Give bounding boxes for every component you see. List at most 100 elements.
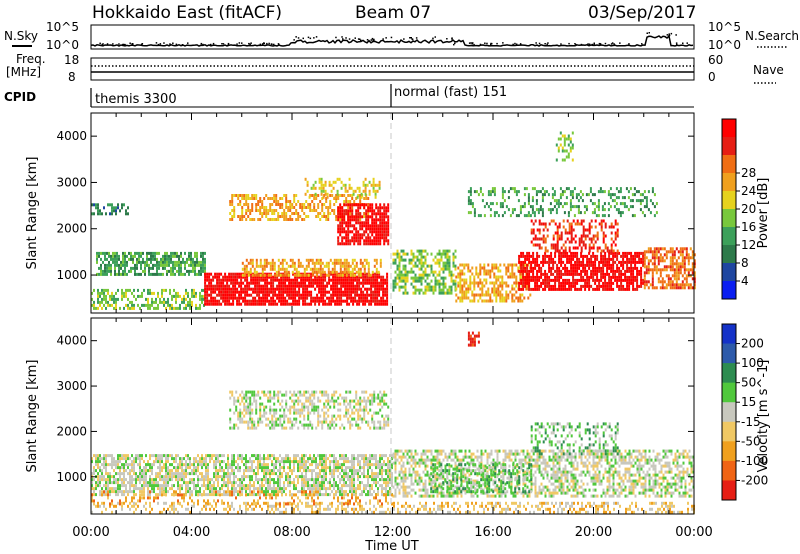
power-cell bbox=[380, 302, 383, 306]
power-cell bbox=[386, 302, 389, 306]
power-cell bbox=[294, 278, 297, 282]
power-cell bbox=[631, 205, 634, 209]
power-cell bbox=[327, 209, 330, 212]
power-cell bbox=[602, 231, 605, 235]
power-cell bbox=[552, 234, 555, 238]
power-cell bbox=[191, 294, 193, 298]
power-cell bbox=[570, 228, 573, 232]
velocity-cell bbox=[109, 487, 111, 491]
power-cell bbox=[260, 278, 263, 282]
power-cell bbox=[354, 278, 357, 282]
power-cell bbox=[564, 287, 567, 291]
power-cell bbox=[257, 273, 260, 277]
velocity-cell bbox=[149, 454, 151, 458]
power-cell bbox=[276, 302, 279, 306]
power-cell bbox=[551, 193, 554, 197]
velocity-cell bbox=[107, 484, 109, 488]
power-cell bbox=[349, 270, 352, 274]
power-cell bbox=[135, 297, 137, 301]
power-cell bbox=[322, 281, 325, 285]
power-cell bbox=[347, 203, 350, 207]
power-cell bbox=[576, 257, 579, 261]
power-cell bbox=[641, 199, 644, 203]
power-cell bbox=[493, 263, 496, 267]
power-cell bbox=[272, 284, 275, 288]
power-cell bbox=[111, 206, 113, 210]
velocity-cell bbox=[179, 475, 181, 479]
power-cell bbox=[576, 266, 579, 270]
power-cell bbox=[434, 279, 437, 283]
power-cell bbox=[195, 294, 197, 298]
power-cell bbox=[146, 260, 148, 264]
power-cell bbox=[349, 242, 352, 246]
power-cell bbox=[101, 297, 103, 301]
power-cell bbox=[230, 296, 233, 300]
power-cell bbox=[220, 290, 223, 294]
power-colorbar-tick-label: 28 bbox=[741, 166, 756, 180]
power-cell bbox=[574, 260, 577, 264]
power-cell bbox=[404, 276, 407, 280]
power-cell bbox=[200, 272, 202, 276]
velocity-cell bbox=[121, 484, 123, 488]
power-cell bbox=[343, 267, 346, 271]
power-cell bbox=[364, 272, 367, 276]
power-cell bbox=[299, 215, 302, 218]
power-cell bbox=[198, 272, 200, 276]
power-cell bbox=[528, 278, 531, 282]
power-cell bbox=[611, 199, 614, 203]
power-cell bbox=[355, 209, 358, 213]
power-cell bbox=[538, 284, 541, 288]
power-cell bbox=[479, 269, 482, 273]
power-cell bbox=[242, 287, 245, 291]
power-cell bbox=[398, 270, 401, 274]
power-cell bbox=[554, 246, 557, 250]
power-cell bbox=[271, 212, 274, 215]
power-cell bbox=[306, 284, 309, 288]
power-cell bbox=[564, 246, 567, 250]
power-cell bbox=[597, 208, 600, 212]
power-cell bbox=[386, 290, 389, 294]
power-cell bbox=[177, 306, 179, 310]
power-cell bbox=[412, 291, 415, 295]
power-cell bbox=[371, 239, 374, 243]
power-cell bbox=[318, 299, 321, 303]
power-cell bbox=[681, 259, 684, 263]
power-cell bbox=[564, 228, 567, 232]
power-cell bbox=[493, 193, 496, 197]
power-cell bbox=[544, 269, 547, 273]
nsearch-dot bbox=[124, 43, 126, 46]
power-cell bbox=[588, 278, 591, 282]
power-cell bbox=[143, 303, 145, 307]
power-cell bbox=[580, 260, 583, 264]
power-cell bbox=[636, 287, 639, 291]
power-cell bbox=[322, 186, 325, 190]
power-cell bbox=[535, 202, 538, 206]
power-cell bbox=[255, 270, 258, 274]
power-cell bbox=[495, 296, 498, 300]
power-cell bbox=[424, 288, 427, 292]
velocity-cell bbox=[131, 481, 133, 485]
power-cell bbox=[570, 231, 573, 235]
power-cell bbox=[104, 266, 106, 270]
power-cell bbox=[338, 281, 341, 285]
nsearch-dot bbox=[434, 36, 436, 38]
power-cell bbox=[358, 284, 361, 288]
power-cell bbox=[318, 177, 321, 181]
power-cell bbox=[586, 228, 589, 232]
velocity-cell bbox=[171, 478, 173, 482]
velocity-cell bbox=[101, 478, 103, 482]
power-cell bbox=[489, 202, 492, 206]
power-cell bbox=[535, 199, 538, 203]
power-cell bbox=[586, 272, 589, 276]
power-cell bbox=[639, 199, 642, 203]
power-cell bbox=[113, 209, 115, 213]
velocity-cell bbox=[103, 454, 105, 458]
power-cell bbox=[593, 208, 596, 212]
power-cell bbox=[473, 284, 476, 288]
power-cell bbox=[246, 299, 249, 303]
power-cell bbox=[618, 287, 621, 291]
power-cell bbox=[298, 296, 301, 300]
power-cell bbox=[325, 206, 328, 209]
power-cell bbox=[189, 297, 191, 301]
power-cell bbox=[255, 206, 258, 209]
